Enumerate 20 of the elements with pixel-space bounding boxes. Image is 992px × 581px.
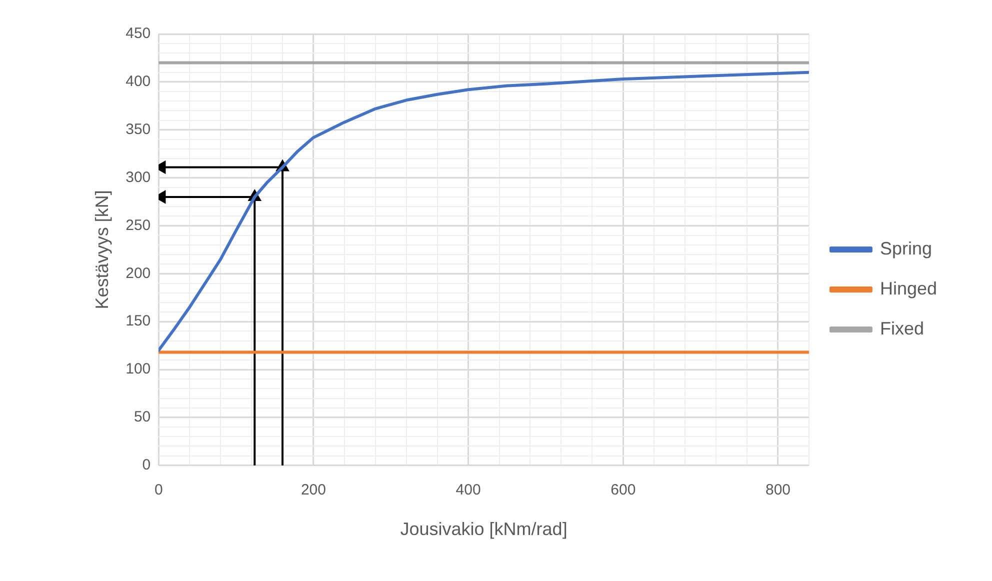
y-tick-label: 300 (126, 168, 151, 186)
x-tick-label: 400 (456, 482, 481, 499)
y-tick-label: 250 (126, 216, 151, 234)
y-tick-label: 400 (126, 73, 151, 90)
x-axis-title: Jousivakio [kNm/rad] (400, 519, 568, 540)
legend-label: Spring (880, 238, 932, 258)
x-tick-label: 0 (154, 482, 163, 499)
x-tick-label: 600 (610, 482, 636, 499)
y-tick-label: 350 (126, 121, 151, 138)
x-tick-label: 800 (765, 482, 791, 499)
legend-label: Hinged (880, 278, 938, 298)
y-tick-label: 0 (142, 456, 151, 474)
legend-label: Fixed (880, 318, 924, 338)
x-tick-label: 200 (300, 482, 326, 499)
y-tick-label: 100 (126, 360, 151, 378)
y-tick-label: 450 (126, 25, 151, 42)
y-tick-label: 50 (134, 408, 151, 426)
y-tick-label: 150 (126, 312, 151, 330)
y-axis-title: Kestävyys [kN] (92, 190, 112, 310)
y-tick-label: 200 (126, 264, 151, 282)
